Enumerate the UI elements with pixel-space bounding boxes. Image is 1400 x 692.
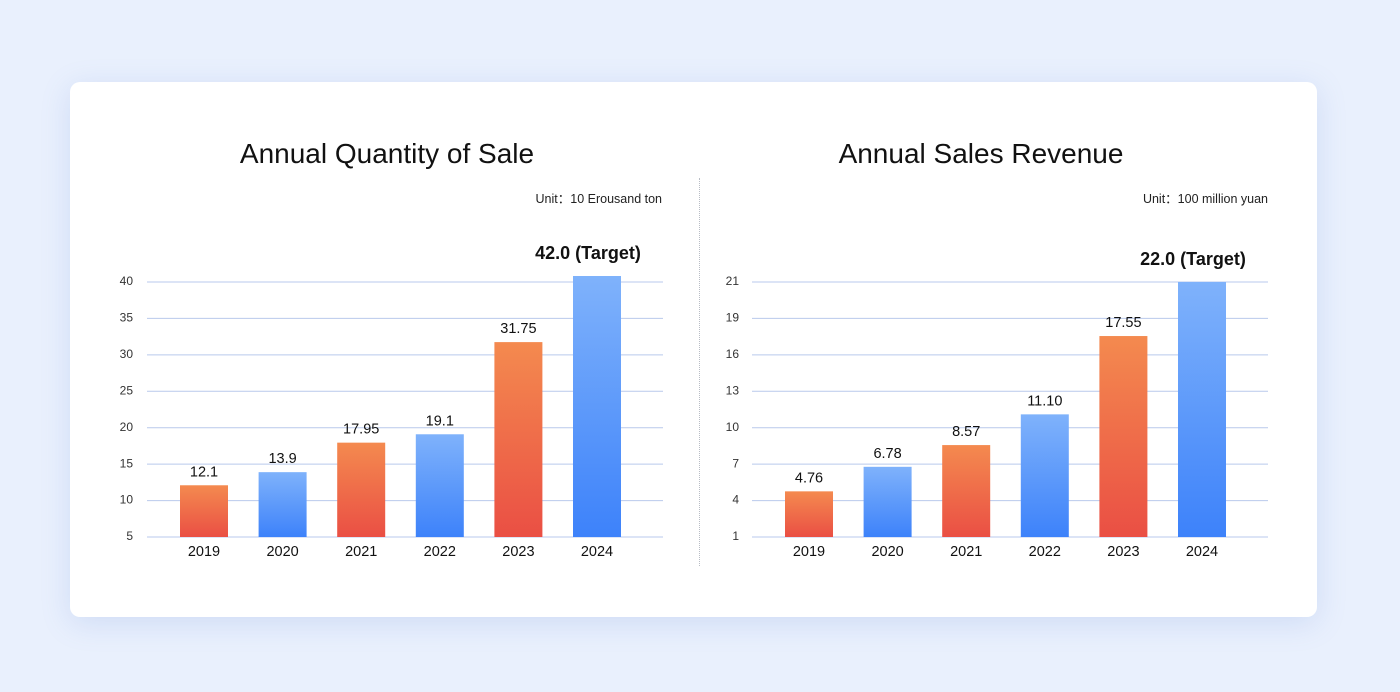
y-tick-label: 35 [120,311,134,325]
bar [1178,282,1226,537]
y-tick-label: 10 [120,493,134,507]
y-tick-label: 20 [120,420,134,434]
y-tick-label: 13 [726,383,740,397]
x-tick-label: 2021 [345,544,377,560]
bar-value-label: 13.9 [268,451,296,467]
y-tick-label: 40 [120,274,134,288]
bar-value-label: 17.95 [343,422,379,438]
bar-value-label: 6.78 [873,446,901,462]
bar [180,485,228,537]
bar-value-label: 4.76 [795,470,823,486]
bar-value-label: 8.57 [952,424,980,440]
chart-quantity: Annual Quantity of Sale Unit：10 Erousand… [120,138,663,560]
bar [415,434,464,537]
y-tick-label: 21 [726,274,740,288]
bar [863,466,912,537]
bar-value-label: 17.55 [1105,315,1141,331]
x-tick-label: 2023 [502,544,534,560]
target-label: 42.0 (Target) [535,243,641,263]
bar [494,342,543,537]
bar [337,442,386,537]
bar-value-label: 11.10 [1027,393,1062,409]
x-tick-label: 2019 [793,544,825,560]
y-tick-label: 7 [732,456,739,470]
y-tick-label: 15 [120,456,134,470]
y-tick-label: 19 [726,311,740,325]
y-tick-label: 4 [732,493,739,507]
x-tick-label: 2019 [188,544,220,560]
x-tick-label: 2024 [581,544,613,560]
x-tick-label: 2022 [424,544,456,560]
y-tick-label: 25 [120,383,134,397]
chart-title: Annual Quantity of Sale [240,138,534,169]
x-tick-label: 2020 [871,544,903,560]
y-tick-label: 30 [120,347,134,361]
bar [1099,336,1148,537]
bar-value-label: 12.1 [190,464,218,480]
y-tick-label: 5 [126,529,133,543]
bar [258,472,307,537]
x-tick-label: 2021 [950,544,982,560]
chart-title: Annual Sales Revenue [839,138,1124,169]
bar-value-label: 19.1 [426,413,454,429]
bar [785,491,833,537]
bar [942,445,991,537]
x-tick-label: 2020 [266,544,298,560]
chart-revenue: Annual Sales Revenue Unit：100 million yu… [726,138,1268,560]
unit-label: Unit：10 Erousand ton [536,192,663,206]
bar [1020,414,1069,537]
y-tick-label: 1 [732,529,739,543]
chart-divider [699,178,700,566]
target-label: 22.0 (Target) [1140,249,1246,269]
y-tick-label: 16 [726,347,740,361]
x-tick-label: 2022 [1029,544,1061,560]
x-tick-label: 2024 [1186,544,1218,560]
y-tick-label: 10 [726,420,740,434]
bar-value-label: 31.75 [500,321,536,337]
x-tick-label: 2023 [1107,544,1139,560]
bar [573,276,621,537]
unit-label: Unit：100 million yuan [1143,192,1268,206]
